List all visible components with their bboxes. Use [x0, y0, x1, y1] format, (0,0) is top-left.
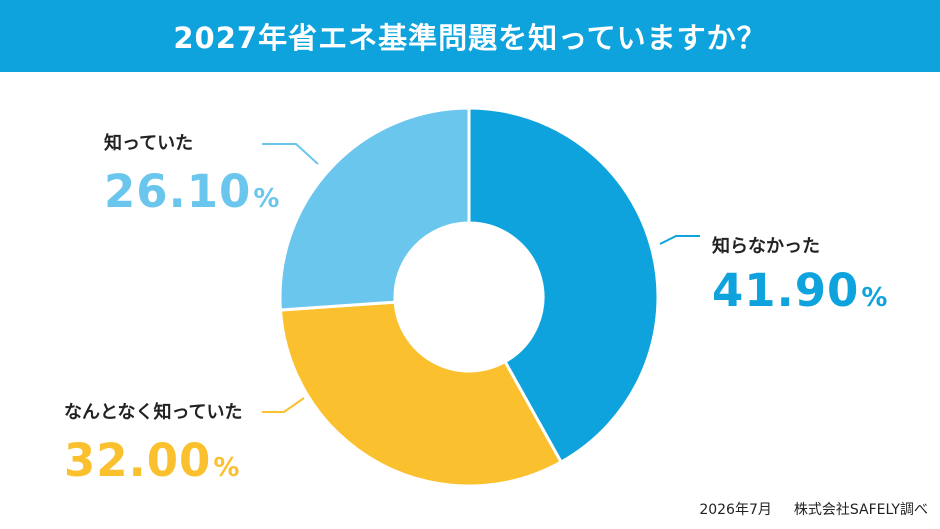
- data-label-vaguely-aware: 32.00%: [64, 438, 243, 483]
- slice-unaware: [467, 106, 660, 465]
- data-label-aware: 26.10%: [104, 169, 280, 214]
- data-label-unaware-value: 41.90: [712, 264, 860, 317]
- survey-date: 2026年7月: [699, 502, 772, 518]
- data-label-aware-value: 26.10: [104, 165, 252, 218]
- survey-source: 株式会社SAFELY調べ: [793, 502, 928, 518]
- label-group-vaguely-aware: なんとなく知っていた 32.00%: [64, 398, 243, 483]
- data-label-aware-unit: %: [253, 184, 281, 214]
- slice-label-aware: 知っていた: [104, 133, 194, 154]
- label-group-unaware: 知らなかった 41.90%: [712, 232, 888, 313]
- slice-label-unaware: 知らなかった: [712, 236, 820, 257]
- source-note: 2026年7月 株式会社SAFELY調べ: [699, 499, 928, 519]
- leader-line-vaguely-aware: [262, 397, 305, 413]
- leader-line-unaware: [659, 235, 700, 245]
- data-label-unaware: 41.90%: [712, 268, 888, 313]
- data-label-unaware-unit: %: [861, 283, 889, 313]
- slice-vaguely-aware: [278, 300, 564, 488]
- slice-aware: [278, 106, 471, 312]
- chart-title: 2027年省エネ基準問題を知っていますか？: [173, 21, 767, 55]
- label-group-aware: 知っていた 26.10%: [104, 129, 280, 214]
- data-label-vaguely-aware-unit: %: [213, 453, 241, 483]
- chart-title-bar: 2027年省エネ基準問題を知っていますか？: [0, 0, 940, 72]
- slice-label-vaguely-aware: なんとなく知っていた: [64, 402, 243, 423]
- leader-line-aware: [262, 143, 319, 165]
- data-label-vaguely-aware-value: 32.00: [64, 434, 212, 487]
